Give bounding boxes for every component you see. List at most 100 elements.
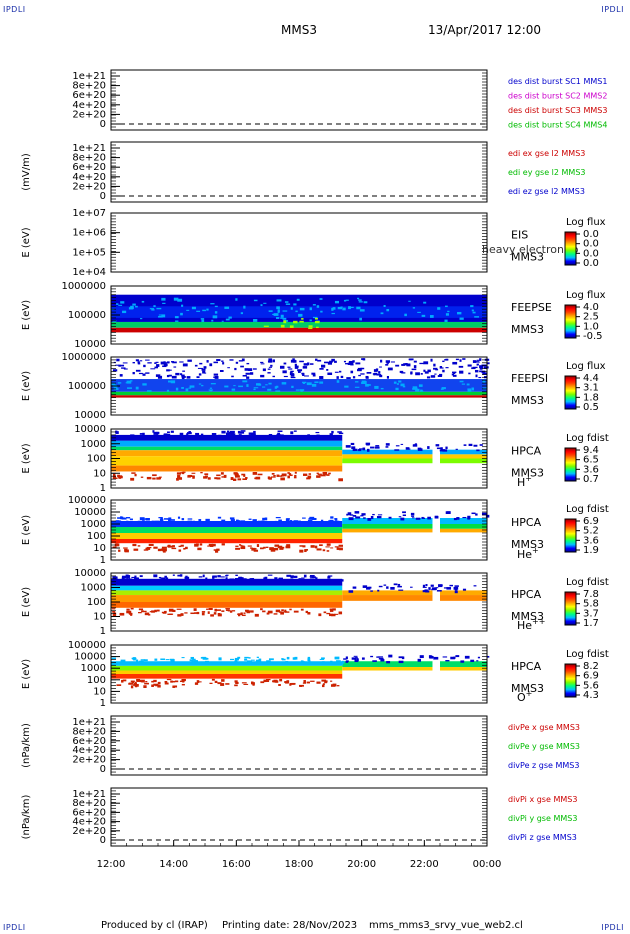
spec-speckle	[424, 589, 428, 591]
spec-speckle	[154, 366, 159, 369]
spec-speckle	[306, 681, 311, 684]
spec-speckle	[172, 545, 175, 548]
spec-speckle	[186, 309, 190, 311]
spec-speckle	[260, 304, 263, 307]
spec-speckle	[224, 306, 230, 309]
spec-speckle	[263, 679, 267, 683]
spec-speckle	[147, 614, 151, 616]
spec-speckle	[268, 366, 273, 368]
spec-speckle	[229, 578, 235, 580]
spec-speckle	[158, 314, 164, 316]
spec-speckle	[293, 520, 298, 522]
spec-speckle	[280, 324, 285, 328]
spec-speckle	[279, 547, 284, 550]
spec-band-hpca	[440, 667, 487, 671]
spec-speckle	[276, 474, 280, 477]
spec-speckle	[237, 656, 241, 659]
spec-speckle	[399, 370, 404, 373]
spec-speckle	[248, 368, 253, 371]
spec-speckle	[229, 610, 233, 613]
instrument-label: EIS	[511, 228, 528, 241]
spec-speckle	[435, 444, 440, 447]
spec-speckle	[234, 657, 239, 661]
spec-speckle	[159, 518, 164, 522]
spec-speckle	[123, 368, 128, 370]
spec-speckle	[127, 576, 130, 579]
spec-speckle	[332, 608, 336, 611]
spec-speckle	[301, 372, 305, 375]
spec-speckle	[140, 476, 144, 478]
spec-speckle	[393, 381, 397, 384]
spec-speckle	[300, 390, 303, 392]
spec-speckle	[266, 612, 270, 615]
spec-speckle	[474, 316, 480, 318]
spec-speckle	[192, 476, 195, 479]
spec-speckle	[235, 682, 239, 684]
spec-speckle	[329, 613, 333, 617]
spec-speckle	[153, 574, 158, 578]
spec-speckle	[209, 387, 213, 389]
spec-speckle	[252, 548, 257, 550]
spec-speckle	[316, 326, 319, 329]
spec-speckle	[170, 545, 174, 548]
x-tick-label: 20:00	[347, 859, 376, 870]
spec-speckle	[157, 375, 163, 379]
spec-speckle	[290, 359, 296, 363]
spec-speckle	[334, 657, 337, 659]
y-axis-label: E (eV)	[21, 587, 32, 617]
spec-speckle	[252, 519, 257, 522]
spec-speckle	[137, 361, 140, 364]
spec-speckle	[253, 549, 259, 552]
spec-speckle	[163, 433, 166, 436]
spec-speckle	[268, 358, 273, 362]
spec-speckle	[417, 311, 421, 313]
spec-speckle	[165, 362, 169, 364]
spec-speckle	[446, 511, 451, 514]
spec-speckle	[209, 390, 212, 392]
spec-speckle	[299, 549, 304, 553]
spec-speckle	[338, 547, 343, 551]
spec-speckle	[297, 371, 301, 373]
spec-speckle	[302, 366, 308, 369]
spec-speckle	[155, 374, 161, 377]
spec-speckle	[344, 385, 349, 388]
spec-speckle	[477, 656, 481, 659]
spec-speckle	[408, 300, 411, 302]
spec-speckle	[336, 660, 341, 663]
y-tick-label: 4e+20	[72, 745, 106, 756]
spec-speckle	[318, 475, 323, 477]
y-axis-label: (nPa/km)	[21, 723, 32, 768]
spec-speckle	[359, 309, 365, 312]
spec-speckle	[453, 586, 459, 590]
spec-speckle	[332, 683, 337, 687]
spec-speckle	[195, 432, 200, 436]
spec-speckle	[181, 683, 185, 686]
spec-speckle	[151, 520, 154, 524]
spec-speckle	[483, 366, 489, 369]
spec-speckle	[253, 299, 258, 302]
spec-speckle	[139, 660, 144, 664]
spec-speckle	[302, 662, 307, 665]
spec-speckle	[139, 575, 143, 578]
spec-speckle	[329, 360, 333, 363]
spec-speckle	[167, 380, 172, 383]
spec-speckle	[177, 574, 182, 577]
spec-speckle	[213, 612, 217, 615]
spec-speckle	[459, 370, 464, 374]
spec-speckle	[320, 310, 323, 313]
spec-speckle	[133, 683, 137, 686]
spec-speckle	[115, 431, 119, 434]
colorbar-tick-label: 0.0	[583, 239, 599, 250]
spec-band-hpca	[342, 528, 433, 533]
spec-speckle	[208, 543, 214, 546]
spec-speckle	[259, 436, 263, 439]
spec-speckle	[141, 610, 144, 613]
spec-speckle	[207, 545, 212, 547]
spec-speckle	[176, 608, 182, 610]
spec-speckle	[336, 685, 340, 687]
spec-speckle	[205, 435, 209, 438]
spec-speckle	[302, 373, 305, 377]
spec-speckle	[152, 474, 157, 477]
spec-speckle	[166, 678, 172, 681]
spec-speckle	[220, 576, 225, 578]
